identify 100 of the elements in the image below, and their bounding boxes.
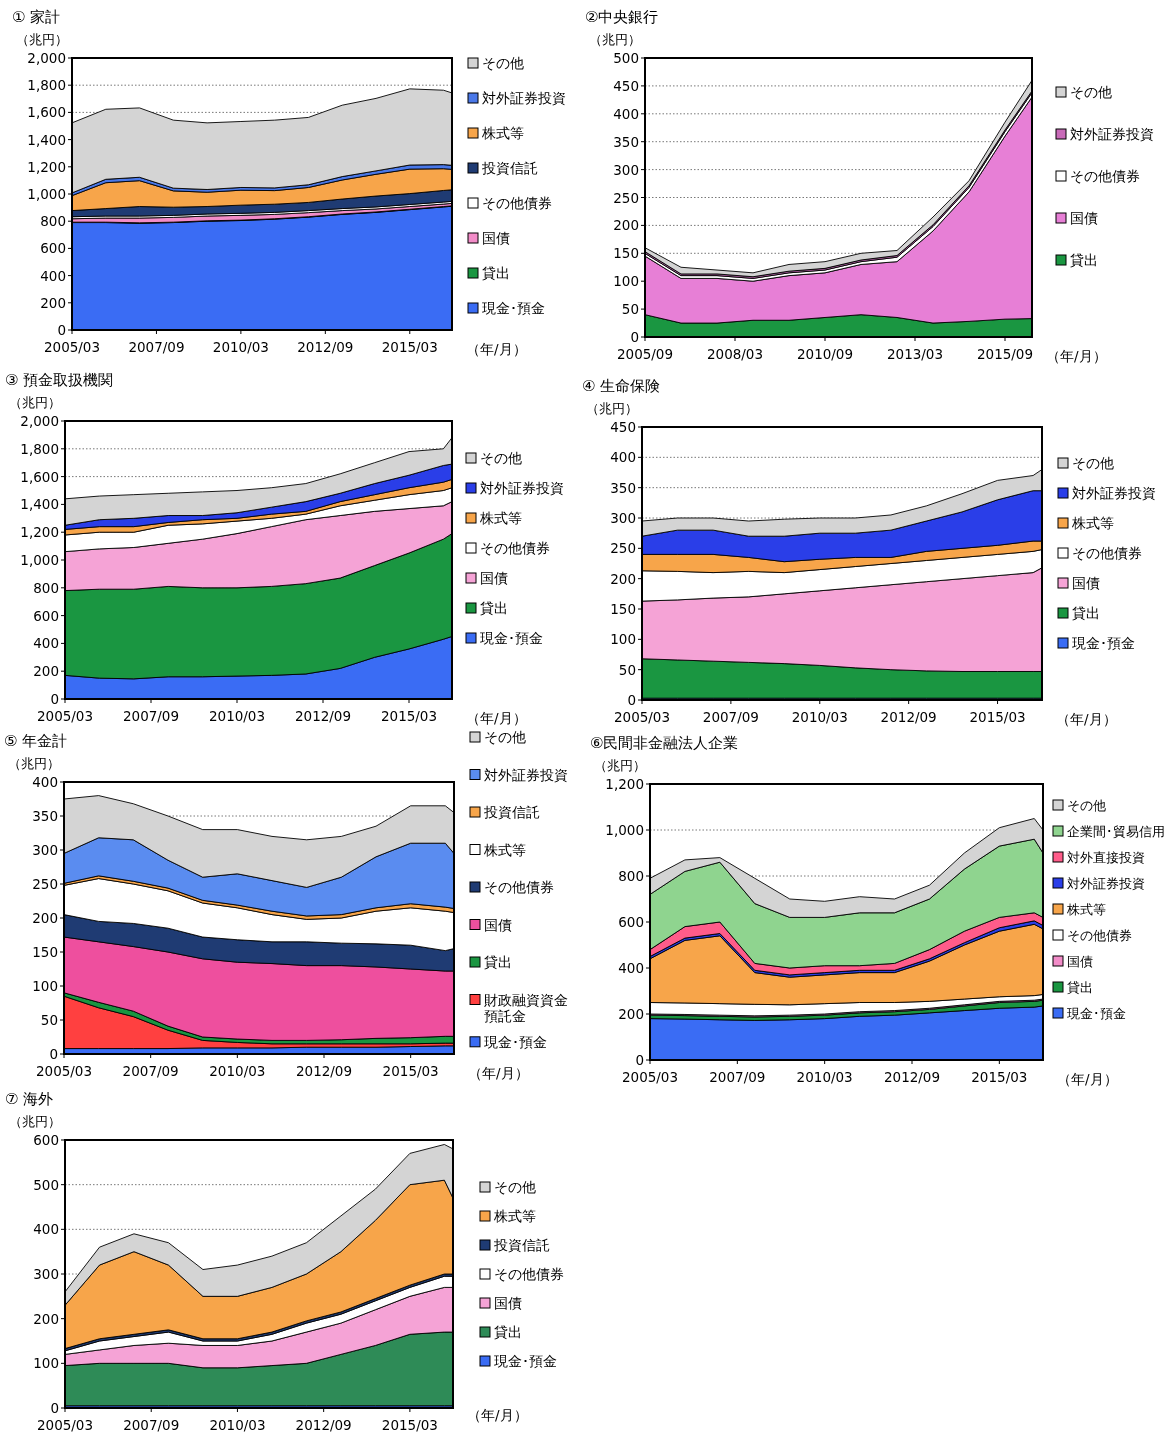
y-tick-label: 250 bbox=[610, 540, 636, 557]
y-tick-label: 100 bbox=[610, 631, 636, 648]
y-tick-label: 1,000 bbox=[20, 552, 59, 568]
x-tick-label: 2015/03 bbox=[382, 1063, 439, 1079]
y-tick-label: 250 bbox=[613, 189, 639, 206]
y-tick-label: 1,000 bbox=[27, 186, 66, 202]
x-axis-title: （年/月） bbox=[1057, 1071, 1118, 1087]
y-tick-label: 1,800 bbox=[20, 440, 59, 457]
y-tick-label: 400 bbox=[33, 1221, 59, 1238]
legend-label: 対外証券投資 bbox=[484, 766, 568, 783]
y-tick-label: 200 bbox=[33, 663, 59, 680]
x-tick-label: 2005/09 bbox=[616, 346, 674, 362]
y-tick-label: 100 bbox=[33, 1355, 59, 1372]
y-tick-label: 50 bbox=[618, 661, 636, 678]
x-tick-label: 2010/03 bbox=[209, 1063, 266, 1079]
x-tick-label: 2005/03 bbox=[35, 1063, 93, 1079]
x-tick-label: 2013/03 bbox=[886, 346, 944, 362]
y-tick-label: 400 bbox=[610, 449, 636, 466]
x-tick-label: 2007/09 bbox=[128, 339, 185, 355]
x-tick-label: 2010/09 bbox=[796, 346, 854, 362]
y-tick-label: 300 bbox=[613, 161, 639, 178]
y-tick-label: 400 bbox=[613, 105, 639, 122]
legend-label: 株式等 bbox=[1071, 515, 1114, 531]
legend-label: 株式等 bbox=[481, 125, 524, 141]
y-tick-label: 2,000 bbox=[20, 413, 59, 429]
y-tick-label: 600 bbox=[33, 607, 59, 624]
legend-label: 現金･預金 bbox=[484, 1033, 547, 1050]
legend-label: 対外直接投資 bbox=[1067, 850, 1145, 865]
x-tick-label: 2010/03 bbox=[796, 1069, 853, 1085]
legend-label: 企業間･貿易信用 bbox=[1067, 824, 1165, 839]
y-tick-label: 1,000 bbox=[605, 822, 644, 838]
legend-label: 対外証券投資 bbox=[1070, 126, 1154, 142]
y-tick-label: 400 bbox=[40, 267, 66, 284]
y-tick-label: 200 bbox=[33, 1310, 59, 1327]
legend-label: 国債 bbox=[494, 1295, 522, 1311]
x-tick-label: 2010/03 bbox=[209, 1417, 266, 1433]
x-tick-label: 2010/03 bbox=[208, 708, 266, 724]
y-axis-title: （兆円） bbox=[9, 1114, 61, 1129]
y-tick-label: 600 bbox=[33, 1132, 59, 1148]
y-tick-label: 200 bbox=[610, 570, 636, 587]
y-tick-label: 1,600 bbox=[20, 468, 59, 485]
legend-label: その他 bbox=[1067, 798, 1106, 813]
y-tick-label: 1,400 bbox=[27, 131, 66, 148]
y-tick-label: 0 bbox=[57, 322, 66, 338]
legend-label: 対外証券投資 bbox=[480, 480, 564, 496]
legend-label: 株式等 bbox=[483, 841, 526, 858]
x-tick-label: 2005/03 bbox=[613, 709, 671, 725]
y-tick-label: 0 bbox=[627, 692, 636, 708]
legend-label: 対外証券投資 bbox=[1072, 485, 1156, 501]
legend-label: 国債 bbox=[484, 916, 512, 933]
x-tick-label: 2008/03 bbox=[706, 346, 764, 362]
x-tick-label: 2007/09 bbox=[123, 1417, 180, 1433]
legend-label: その他債券 bbox=[494, 1266, 564, 1282]
y-tick-label: 50 bbox=[621, 301, 639, 318]
x-tick-label: 2005/03 bbox=[36, 1417, 94, 1433]
y-tick-label: 200 bbox=[618, 1006, 644, 1022]
x-tick-label: 2015/03 bbox=[971, 1069, 1028, 1085]
y-tick-label: 300 bbox=[610, 510, 636, 526]
y-tick-label: 1,200 bbox=[20, 524, 59, 541]
chart-title: ① 家計 bbox=[12, 8, 61, 26]
y-tick-label: 300 bbox=[33, 1266, 59, 1282]
y-tick-label: 0 bbox=[50, 691, 59, 707]
legend-label: 国債 bbox=[1072, 575, 1100, 591]
y-tick-label: 400 bbox=[32, 774, 58, 790]
y-tick-label: 800 bbox=[618, 868, 644, 884]
legend-label: 貸出 bbox=[1072, 605, 1100, 621]
y-tick-label: 450 bbox=[613, 77, 639, 94]
y-tick-label: 200 bbox=[613, 217, 639, 234]
legend-label: その他債券 bbox=[1072, 545, 1142, 561]
y-tick-label: 150 bbox=[32, 944, 58, 960]
legend-label: その他 bbox=[494, 1179, 536, 1195]
y-tick-label: 350 bbox=[32, 808, 58, 824]
y-axis-title: （兆円） bbox=[586, 401, 638, 416]
y-axis-title: （兆円） bbox=[594, 758, 646, 773]
legend-label: 国債 bbox=[480, 570, 508, 586]
legend-label: 貸出 bbox=[1070, 252, 1098, 268]
legend-label: 投資信託 bbox=[481, 160, 538, 176]
legend-label: 対外証券投資 bbox=[482, 90, 566, 106]
y-tick-label: 50 bbox=[40, 1012, 58, 1028]
legend-label: 株式等 bbox=[493, 1208, 536, 1224]
y-tick-label: 300 bbox=[32, 842, 58, 858]
y-tick-label: 0 bbox=[50, 1400, 59, 1416]
y-tick-label: 500 bbox=[33, 1176, 59, 1193]
x-tick-label: 2005/03 bbox=[36, 708, 94, 724]
y-tick-label: 100 bbox=[32, 978, 58, 994]
x-tick-label: 2010/03 bbox=[791, 709, 848, 725]
y-tick-label: 0 bbox=[635, 1052, 644, 1068]
y-axis-title: （兆円） bbox=[8, 756, 60, 771]
x-axis-title: （年/月） bbox=[1046, 348, 1107, 364]
legend-label: 投資信託 bbox=[493, 1237, 550, 1253]
y-tick-label: 450 bbox=[610, 419, 636, 435]
legend-label: その他 bbox=[484, 729, 526, 745]
legend-label: 国債 bbox=[482, 230, 510, 246]
legend-label: 現金･預金 bbox=[1067, 1006, 1126, 1021]
y-tick-label: 600 bbox=[618, 914, 644, 930]
x-tick-label: 2012/09 bbox=[883, 1069, 941, 1085]
y-tick-label: 1,800 bbox=[27, 77, 66, 94]
legend-label: 貸出 bbox=[494, 1324, 522, 1340]
x-tick-label: 2015/03 bbox=[969, 709, 1026, 725]
chart-title: ③ 預金取扱機関 bbox=[5, 371, 114, 389]
